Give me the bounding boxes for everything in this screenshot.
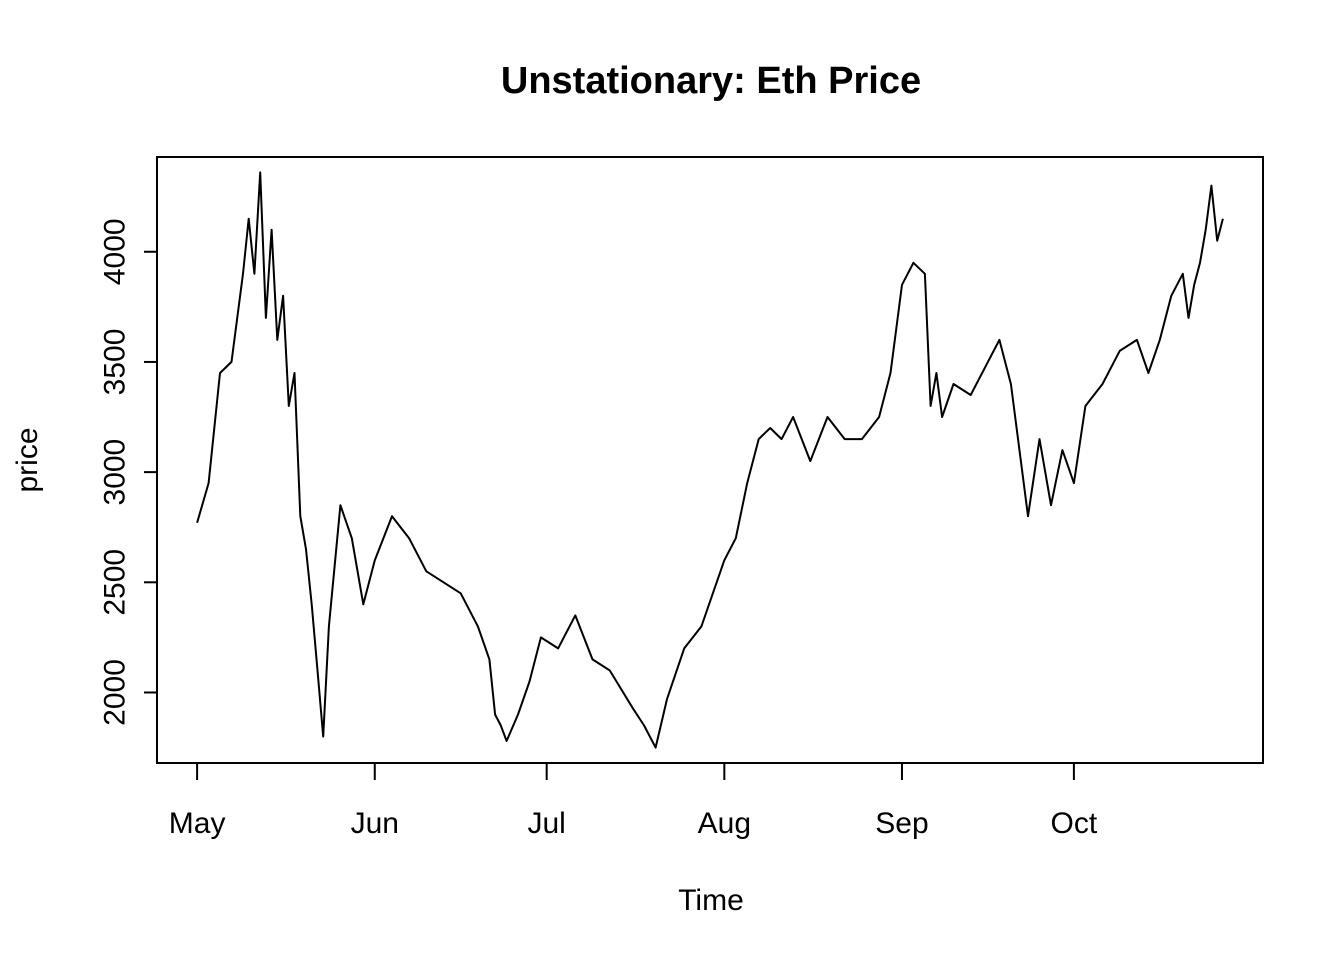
x-tick-label: May [169,807,226,840]
x-axis-label: Time [678,884,744,917]
y-tick-label: 3000 [99,439,132,506]
y-tick-label: 4000 [99,218,132,285]
chart-title: Unstationary: Eth Price [501,60,921,102]
x-tick-label: Aug [698,807,751,840]
x-tick-label: Oct [1051,807,1098,840]
x-tick-label: Jul [527,807,565,840]
y-tick-label: 2500 [99,549,132,616]
x-tick-label: Sep [875,807,928,840]
series-line-price [196,171,1224,749]
x-tick-label: Jun [351,807,399,840]
y-tick-label: 2000 [99,659,132,726]
y-axis: 2000 2500 3000 3500 4000 [99,218,158,726]
y-tick-label: 3500 [99,329,132,396]
plot-frame [156,156,1264,764]
y-axis-label: price [11,427,44,492]
x-axis: May Jun Jul Aug Sep Oct [169,762,1098,840]
